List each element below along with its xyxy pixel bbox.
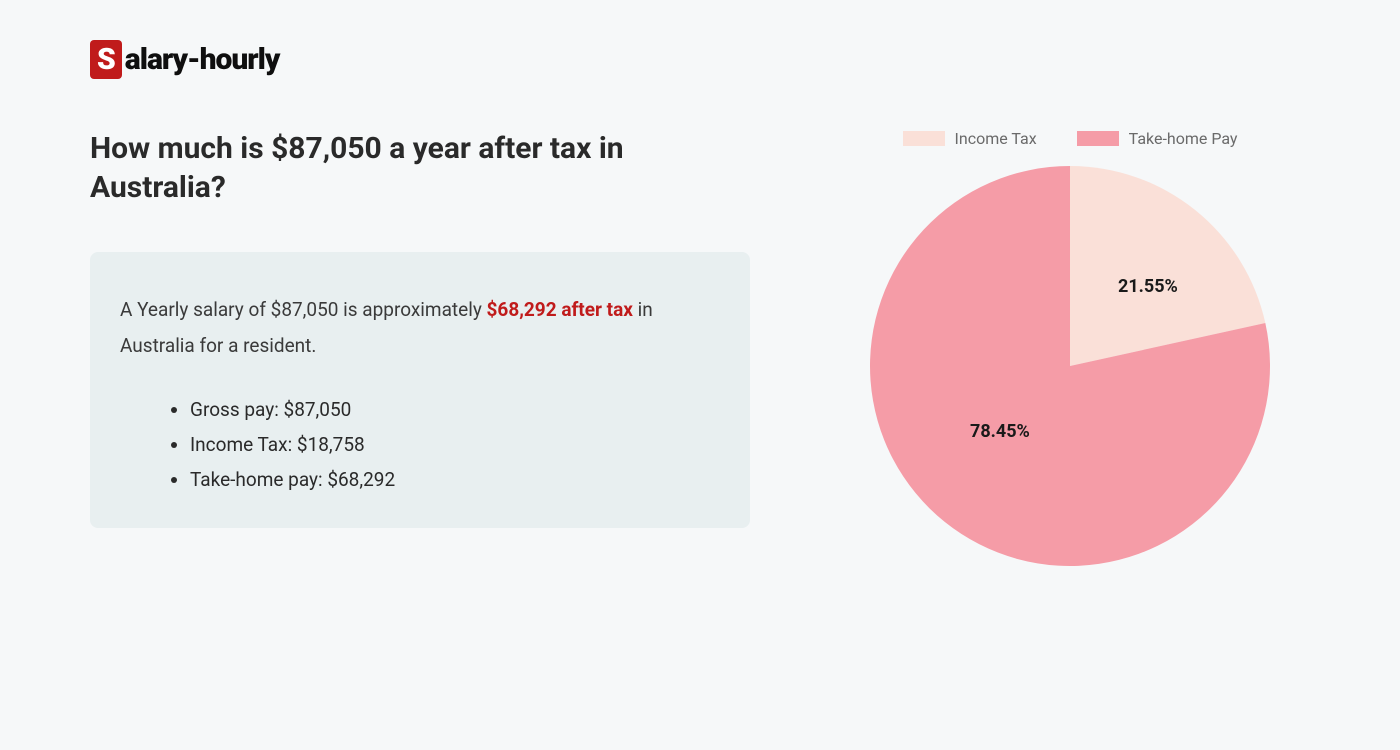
legend-swatch (1077, 131, 1119, 146)
legend-item-take-home: Take-home Pay (1077, 129, 1238, 148)
legend-label: Income Tax (955, 129, 1037, 148)
summary-prefix: A Yearly salary of $87,050 is approximat… (120, 298, 487, 321)
site-logo: Salary-hourly (90, 40, 1310, 79)
legend-item-income-tax: Income Tax (903, 129, 1037, 148)
pie-svg (870, 166, 1270, 566)
pie-slice-label: 21.55% (1118, 276, 1178, 297)
breakdown-list: Gross pay: $87,050 Income Tax: $18,758 T… (120, 392, 720, 497)
list-item: Take-home pay: $68,292 (190, 462, 720, 497)
pie-slice-label: 78.45% (970, 421, 1030, 442)
legend-swatch (903, 131, 945, 146)
main-content: How much is $87,050 a year after tax in … (90, 129, 1310, 566)
chart-legend: Income Tax Take-home Pay (903, 129, 1238, 148)
logo-s-icon: S (90, 40, 122, 79)
left-column: How much is $87,050 a year after tax in … (90, 129, 750, 566)
summary-highlight: $68,292 after tax (487, 298, 633, 321)
chart-column: Income Tax Take-home Pay 21.55% 78.45% (830, 129, 1310, 566)
list-item: Income Tax: $18,758 (190, 427, 720, 462)
logo-text: alary-hourly (125, 42, 280, 77)
legend-label: Take-home Pay (1129, 129, 1238, 148)
page-title: How much is $87,050 a year after tax in … (90, 129, 750, 207)
summary-text: A Yearly salary of $87,050 is approximat… (120, 292, 720, 364)
summary-box: A Yearly salary of $87,050 is approximat… (90, 252, 750, 528)
pie-chart: 21.55% 78.45% (870, 166, 1270, 566)
list-item: Gross pay: $87,050 (190, 392, 720, 427)
